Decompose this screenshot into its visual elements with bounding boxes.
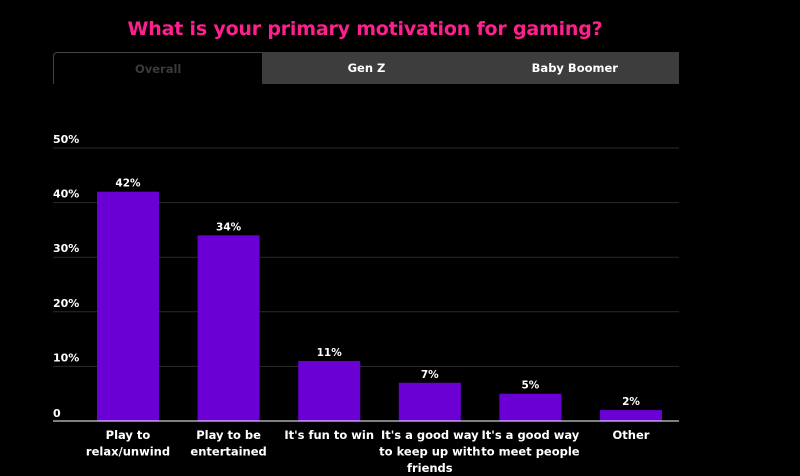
y-tick-label: 50% (53, 133, 79, 146)
tab-bar: Overall Gen Z Baby Boomer (53, 52, 679, 84)
tab-baby-boomer[interactable]: Baby Boomer (470, 52, 679, 84)
x-tick-label: Other (613, 428, 650, 442)
y-tick-label: 40% (53, 188, 79, 201)
x-tick-label: Play to relax/unwind (86, 428, 170, 459)
bar (600, 410, 662, 421)
tab-overall[interactable]: Overall (53, 52, 263, 84)
x-axis-labels: Play to relax/unwind Play to be entertained… (86, 428, 650, 475)
bar (97, 191, 159, 421)
data-label: 7% (421, 369, 439, 381)
bars (97, 191, 662, 421)
data-label: 34% (216, 221, 242, 233)
data-label: 42% (115, 178, 141, 190)
bar (298, 360, 361, 421)
chart-title: What is your primary motivation for gami… (127, 18, 603, 40)
data-labels: 42% 34% 11% 7% 5% 2% (115, 178, 640, 408)
bar (398, 382, 461, 421)
y-tick-label: 30% (53, 242, 79, 255)
y-tick-label: 20% (53, 297, 79, 310)
y-tick-label: 0 (53, 407, 61, 420)
y-axis-ticks: 0 10% 20% 30% 40% 50% (53, 133, 79, 420)
x-tick-label: It's fun to win (284, 428, 374, 442)
data-label: 11% (317, 347, 343, 359)
x-tick-label: Play to be entertained (190, 428, 266, 459)
y-tick-label: 10% (53, 351, 79, 364)
data-label: 5% (521, 380, 539, 392)
x-tick-label: It's a good way to meet people (481, 428, 580, 459)
bar (499, 393, 562, 421)
x-tick-label: It's a good way to keep up with friends (379, 428, 480, 475)
tab-gen-z[interactable]: Gen Z (262, 52, 471, 84)
bar (197, 235, 260, 421)
data-label: 2% (622, 396, 640, 408)
